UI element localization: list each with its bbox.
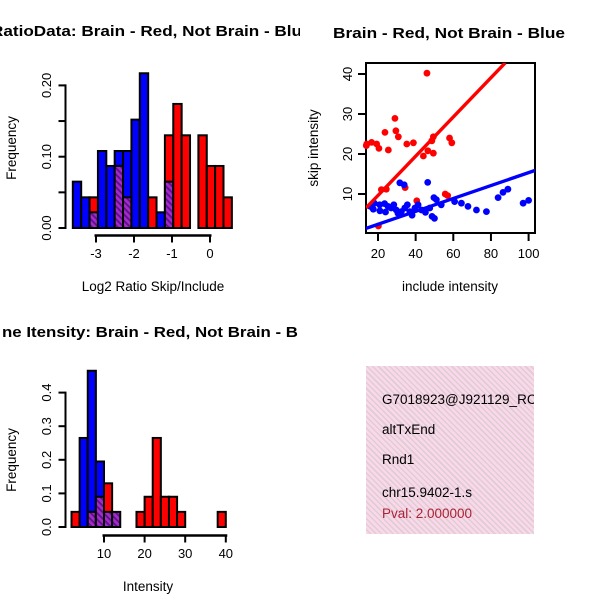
svg-text:0.4: 0.4 <box>39 384 54 402</box>
svg-text:Intensity: Intensity <box>123 579 174 594</box>
svg-text:Log2 Ratio Skip/Include: Log2 Ratio Skip/Include <box>82 279 225 294</box>
svg-text:20: 20 <box>371 246 385 261</box>
svg-text:0.0: 0.0 <box>39 518 54 536</box>
info-box: G7018923@J921129_RC altTxEnd Rnd1 chr15.… <box>366 366 534 534</box>
svg-text:-1: -1 <box>166 246 178 261</box>
svg-text:40: 40 <box>219 546 233 561</box>
svg-text:0.20: 0.20 <box>39 73 54 98</box>
gene-name-text: Rnd1 <box>382 452 415 467</box>
probe-id-text: G7018923@J921129_RC <box>382 392 534 407</box>
intensity-histogram-panel: 0.0 0.1 0.2 0.3 0.4 10 20 30 40 ne Itensity: Brai… <box>2 325 298 594</box>
svg-text:include intensity: include intensity <box>402 279 498 294</box>
svg-text:skip intensity: skip intensity <box>306 109 321 187</box>
svg-text:40: 40 <box>408 246 422 261</box>
svg-text:-2: -2 <box>128 246 140 261</box>
locus-text: chr15.9402-1.s <box>382 485 473 500</box>
svg-text:80: 80 <box>484 246 498 261</box>
svg-text:30: 30 <box>340 107 355 121</box>
svg-text:20: 20 <box>340 147 355 161</box>
svg-text:-3: -3 <box>90 246 102 261</box>
svg-text:10: 10 <box>340 187 355 201</box>
svg-text:0.1: 0.1 <box>39 484 54 502</box>
pval-text: Pval: 2.000000 <box>382 506 473 521</box>
svg-text:Frequency: Frequency <box>4 428 19 492</box>
scatter-panel: 20 40 60 80 100 10 20 30 40 Brain - Red, Not Brai… <box>306 26 565 294</box>
svg-text:20: 20 <box>137 546 151 561</box>
svg-text:0.2: 0.2 <box>39 451 54 469</box>
svg-text:RatioData: Brain - Red, Not Br: RatioData: Brain - Red, Not Brain - Blu <box>0 24 300 40</box>
svg-text:10: 10 <box>97 546 111 561</box>
svg-text:0.3: 0.3 <box>39 417 54 435</box>
ratio-histogram-panel: 0.00 0.10 0.20 -3 -2 -1 0 RatioData: Brain - Re… <box>0 24 300 294</box>
svg-text:ne Itensity: Brain - Red, Not: ne Itensity: Brain - Red, Not Brain - B <box>2 325 298 341</box>
svg-text:40: 40 <box>340 67 355 81</box>
svg-text:0.10: 0.10 <box>39 144 54 169</box>
info-panel: G7018923@J921129_RC altTxEnd Rnd1 chr15.… <box>300 300 600 600</box>
svg-text:60: 60 <box>446 246 460 261</box>
event-type-text: altTxEnd <box>382 422 436 437</box>
svg-text:Frequency: Frequency <box>4 116 19 180</box>
svg-text:0: 0 <box>206 246 213 261</box>
svg-text:Brain - Red, Not Brain - Blue: Brain - Red, Not Brain - Blue <box>333 26 565 42</box>
svg-text:30: 30 <box>178 546 192 561</box>
svg-text:100: 100 <box>518 246 540 261</box>
svg-text:0.00: 0.00 <box>39 215 54 240</box>
